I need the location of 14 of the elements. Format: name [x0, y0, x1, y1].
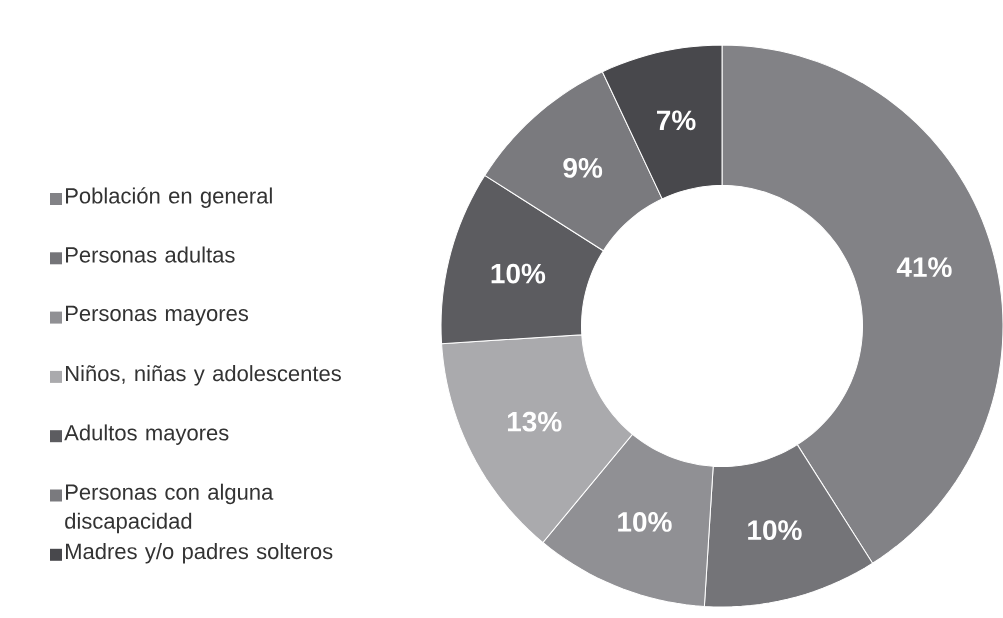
- data-label: 41%: [896, 257, 952, 278]
- legend-label: Niños, niñas y adolescentes: [66, 365, 341, 386]
- data-label: 10%: [748, 520, 802, 541]
- data-label: 13%: [507, 411, 562, 432]
- legend-label: Personas con alguna discapacidad: [65, 483, 274, 534]
- data-label: 9%: [563, 158, 603, 178]
- legend-label: Población en general: [66, 187, 272, 208]
- legend-label: Madres y/o padres solteros: [66, 542, 333, 564]
- data-label: 10%: [618, 512, 672, 532]
- legend-label: Adultos mayores: [64, 424, 229, 445]
- data-label: 7%: [657, 110, 696, 131]
- legend-label: Personas mayores: [66, 305, 249, 326]
- legend-label: Personas adultas: [66, 246, 235, 263]
- data-label: 10%: [491, 263, 546, 284]
